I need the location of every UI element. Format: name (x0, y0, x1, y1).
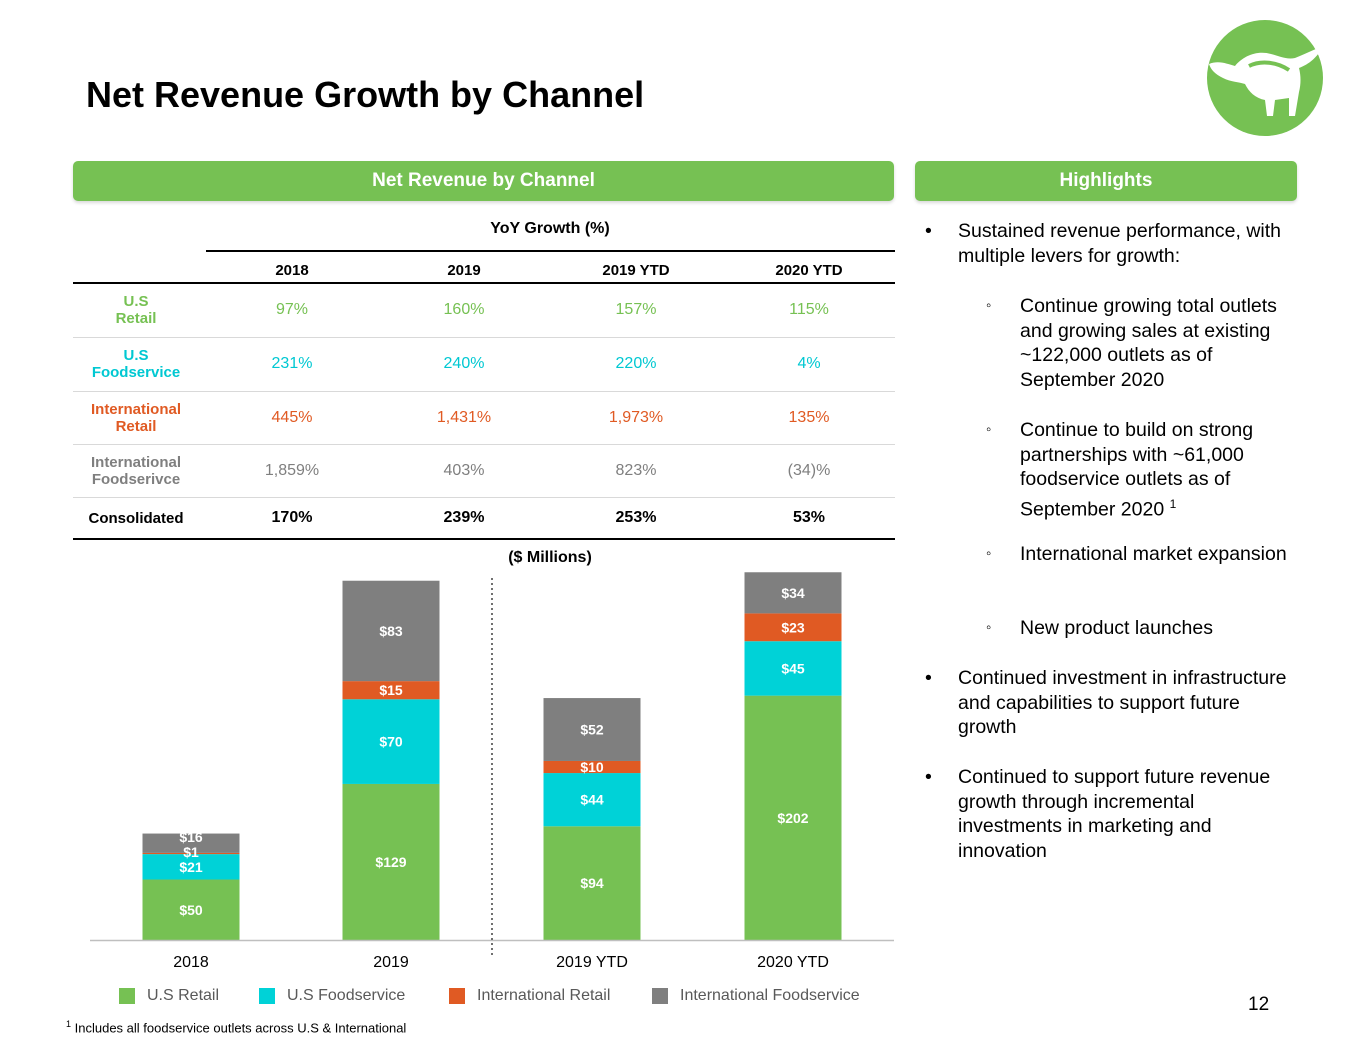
bar-segment-2-1 (342, 681, 440, 700)
bar-segment-1-0 (142, 854, 240, 880)
row-label-international-foodservice: International Foodserivce (90, 454, 181, 488)
bar-segment-0-0 (142, 879, 240, 940)
col-header-2018: 2018 (275, 262, 309, 279)
table-cell: 170% (271, 509, 313, 526)
table-cell: 445% (271, 409, 313, 426)
data-label-3-2: $52 (580, 722, 604, 738)
legend-swatch (652, 988, 668, 1004)
col-header-2020-ytd: 2020 YTD (775, 262, 843, 279)
bar-segment-1-3 (744, 641, 842, 696)
table-top-rule (206, 250, 895, 252)
chart-subtitle: ($ Millions) (508, 549, 592, 566)
table-cell: 1,973% (608, 409, 664, 426)
data-label-0-3: $202 (777, 810, 808, 826)
legend-label: International Foodservice (680, 987, 860, 1004)
data-label-2-3: $23 (781, 619, 805, 635)
bar-segment-3-0 (142, 833, 240, 853)
x-tick-label-2: 2019 YTD (556, 954, 628, 971)
page-number: 12 (1248, 994, 1270, 1015)
x-tick-label-1: 2019 (373, 954, 409, 971)
x-tick-label-3: 2020 YTD (757, 954, 829, 971)
data-label-0-1: $129 (375, 854, 406, 870)
data-label-3-3: $34 (781, 585, 805, 601)
bar-segment-1-1 (342, 699, 440, 784)
row-label-consolidated: Consolidated (88, 510, 184, 527)
table-cell: 239% (443, 509, 485, 526)
bar-segment-1-2 (543, 773, 641, 827)
data-label-1-2: $44 (580, 792, 604, 808)
data-label-1-0: $21 (179, 859, 203, 875)
highlights-banner: Highlights (915, 161, 1297, 201)
table-cell: 160% (443, 301, 485, 318)
bar-segment-0-1 (342, 783, 440, 940)
table-cell: 403% (443, 462, 485, 479)
bar-segment-3-3 (744, 572, 842, 614)
legend-label: U.S Retail (147, 987, 220, 1004)
bar-segment-2-2 (543, 760, 641, 774)
data-label-1-3: $45 (781, 660, 805, 676)
table-cell: 231% (271, 355, 313, 372)
data-label-3-0: $16 (179, 829, 203, 845)
footnote: 1 Includes all foodservice outlets acros… (66, 1019, 407, 1036)
data-label-2-1: $15 (379, 682, 403, 698)
table-cell: 4% (797, 355, 821, 372)
row-divider (73, 337, 895, 338)
legend-swatch (259, 988, 275, 1004)
table-cell: 53% (792, 509, 826, 526)
col-header-2019: 2019 (447, 262, 481, 279)
table-cell: 1,431% (436, 409, 492, 426)
table-cell: 97% (275, 301, 309, 318)
bar-segment-2-0 (142, 852, 240, 855)
data-label-0-2: $94 (580, 875, 604, 891)
table-cell: 135% (788, 409, 830, 426)
data-label-3-1: $83 (379, 623, 403, 639)
data-label-1-1: $70 (379, 734, 403, 750)
x-tick-label-0: 2018 (173, 954, 209, 971)
table-cell: 1,859% (264, 462, 320, 479)
bar-segment-3-2 (543, 698, 641, 761)
legend-label: International Retail (477, 987, 611, 1004)
data-label-0-0: $50 (179, 902, 203, 918)
bar-segment-2-3 (744, 613, 842, 642)
legend-swatch (119, 988, 135, 1004)
net-revenue-banner: Net Revenue by Channel (73, 161, 894, 201)
bar-segment-3-1 (342, 580, 440, 682)
legend-label: U.S Foodservice (287, 987, 406, 1004)
table-cell: (34)% (787, 462, 831, 479)
yoy-growth-heading: YoY Growth (%) (490, 220, 610, 237)
row-divider (73, 497, 895, 498)
data-label-2-2: $10 (580, 759, 604, 775)
table-cell: 220% (615, 355, 657, 372)
row-divider (73, 444, 895, 445)
bar-segment-0-2 (543, 826, 641, 940)
table-header-rule (73, 282, 895, 284)
table-cell: 157% (615, 301, 657, 318)
table-bottom-rule (73, 538, 895, 540)
row-label-us-foodservice: U.S Foodservice (91, 347, 181, 381)
page-title: Net Revenue Growth by Channel (86, 74, 645, 115)
row-label-international-retail: International Retail (90, 401, 181, 435)
legend-swatch (449, 988, 465, 1004)
table-cell: 253% (615, 509, 657, 526)
table-cell: 115% (789, 301, 829, 318)
table-cell: 823% (615, 462, 657, 479)
row-label-us-retail: U.S Retail (115, 293, 157, 327)
data-label-2-0: $1 (183, 844, 199, 860)
bar-segment-0-3 (744, 695, 842, 940)
table-cell: 240% (443, 355, 485, 372)
row-divider (73, 391, 895, 392)
steer-logo-icon (1207, 20, 1323, 136)
col-header-2019-ytd: 2019 YTD (602, 262, 670, 279)
